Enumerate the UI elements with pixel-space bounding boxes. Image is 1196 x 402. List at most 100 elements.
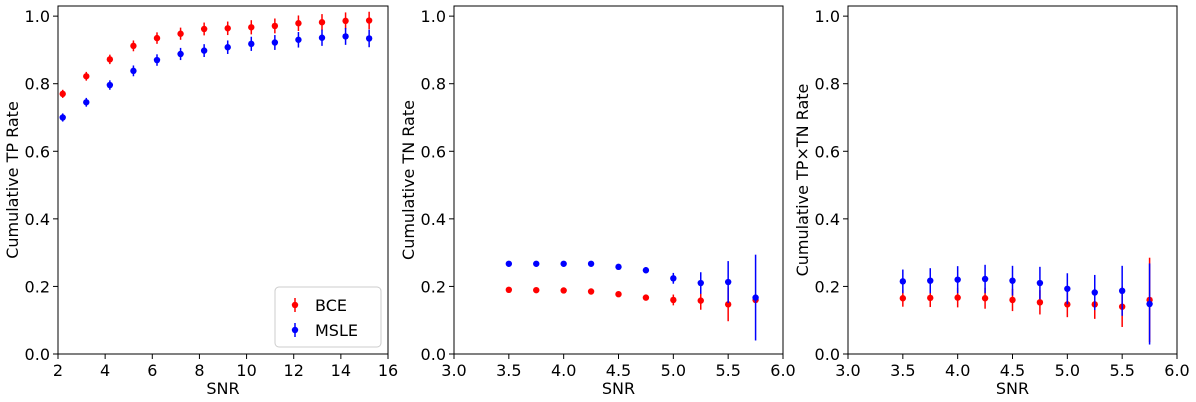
legend-marker [291, 301, 299, 309]
y-axis-label: Cumulative TN Rate [399, 100, 418, 260]
data-point [130, 67, 137, 75]
data-point [1036, 299, 1044, 306]
y-tick-label: 0.0 [815, 345, 840, 364]
x-axis-label: SNR [996, 379, 1029, 398]
data-point [271, 39, 279, 46]
data-point [1118, 287, 1126, 295]
x-tick-label: 4.5 [1000, 361, 1025, 380]
data-point [533, 260, 540, 267]
data-point [697, 279, 704, 287]
chart-panel-3: 3.0 3.5 4.0 4.5 5.0 5.5 6.0 0.0 0.2 0.4 0.6 0.8 1.0 S… [793, 5, 1190, 398]
data-point [642, 267, 650, 274]
y-tick-label: 0.8 [421, 75, 446, 94]
data-point [1091, 289, 1098, 296]
data-point [342, 33, 349, 40]
data-point [59, 90, 66, 98]
x-tick-label: 2 [53, 361, 63, 380]
y-tick-label: 1.0 [25, 7, 50, 26]
chart-panel-1: 2 4 6 8 10 12 14 16 0.0 0.2 0.4 0.6 0.8 1.0 SNR Cumulat… [3, 5, 398, 398]
data-point [642, 294, 650, 301]
series-msle [505, 254, 759, 341]
data-point [200, 47, 208, 54]
data-point [224, 44, 231, 51]
data-point [106, 56, 114, 63]
y-tick-label: 0.2 [421, 277, 446, 296]
legend: BCE MSLE [274, 286, 382, 348]
data-point [271, 22, 279, 30]
data-point [59, 114, 66, 121]
x-tick-label: 3.5 [890, 361, 915, 380]
data-point [83, 99, 90, 106]
y-axis-label: Cumulative TP×TN Rate [793, 84, 812, 277]
y-tick-label: 1.0 [421, 7, 446, 26]
data-point [505, 286, 513, 294]
data-point [318, 34, 326, 41]
x-tick-label: 14 [331, 361, 351, 380]
x-tick-label: 3.0 [835, 361, 860, 380]
data-point [1009, 296, 1016, 304]
data-point [899, 278, 907, 285]
data-point [615, 290, 622, 298]
y-axis-label: Cumulative TP Rate [3, 101, 22, 259]
y-tick-label: 0.0 [421, 345, 446, 364]
x-tick-label: 3.5 [496, 361, 521, 380]
y-tick-label: 0.8 [25, 75, 50, 94]
y-tick-label: 0.6 [421, 142, 446, 161]
data-point [1064, 285, 1071, 292]
data-point [697, 297, 704, 304]
legend-entry-label: MSLE [315, 321, 358, 340]
data-point [295, 20, 302, 27]
x-tick-label: 6 [147, 361, 157, 380]
x-tick-label: 8 [194, 361, 204, 380]
series-msle [899, 263, 1153, 345]
data-point [83, 73, 90, 80]
x-tick-label: 5.0 [1055, 361, 1080, 380]
x-tick-label: 16 [378, 361, 398, 380]
series-bce [899, 257, 1153, 343]
x-tick-label: 3.0 [441, 361, 466, 380]
x-tick-label: 5.5 [1109, 361, 1134, 380]
data-point [981, 275, 989, 283]
data-point [899, 295, 907, 302]
data-point [724, 301, 732, 308]
data-point [224, 25, 231, 32]
data-point [177, 30, 184, 37]
data-point [365, 35, 373, 42]
data-point [318, 19, 326, 26]
data-point [533, 286, 540, 294]
x-tick-label: 4.0 [945, 361, 970, 380]
legend-box [274, 286, 382, 348]
data-point [560, 260, 567, 267]
data-point [724, 278, 732, 286]
y-tick-label: 0.4 [25, 210, 50, 229]
x-tick-label: 6.0 [770, 361, 795, 380]
data-point [981, 295, 989, 302]
x-tick-label: 5.5 [715, 361, 740, 380]
x-tick-label: 4.5 [606, 361, 631, 380]
x-tick-label: 4.0 [551, 361, 576, 380]
data-point [954, 276, 961, 283]
y-tick-label: 0.4 [421, 210, 446, 229]
data-point [153, 34, 161, 42]
data-point [587, 260, 595, 267]
series-bce [505, 286, 759, 322]
series-bce [59, 11, 373, 98]
plot-area-frame [57, 5, 389, 355]
x-tick-label: 5.0 [661, 361, 686, 380]
data-point [200, 25, 208, 33]
y-tick-label: 0.6 [25, 142, 50, 161]
y-tick-label: 0.6 [815, 142, 840, 161]
x-axis-label: SNR [206, 379, 239, 398]
x-tick-label: 6.0 [1164, 361, 1189, 380]
y-tick-label: 1.0 [815, 7, 840, 26]
data-point [615, 263, 622, 271]
plot-area-frame [453, 5, 784, 355]
x-tick-label: 10 [236, 361, 256, 380]
data-point [670, 275, 677, 282]
x-tick-label: 4 [100, 361, 110, 380]
y-tick-label: 0.2 [815, 277, 840, 296]
x-tick-label: 12 [284, 361, 304, 380]
data-point [927, 277, 934, 284]
data-point [342, 17, 349, 25]
